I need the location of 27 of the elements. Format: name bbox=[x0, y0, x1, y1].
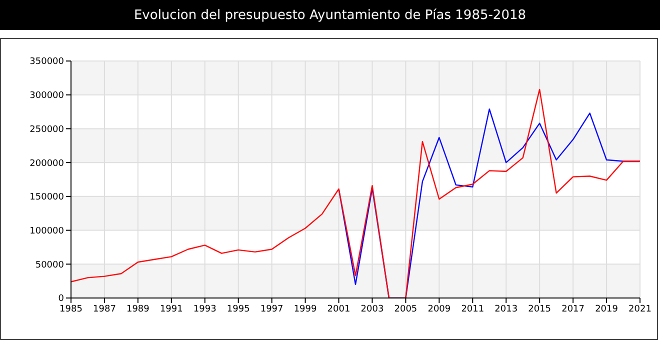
x-tick-label: 2017 bbox=[562, 304, 585, 314]
y-tick-label: 200000 bbox=[30, 158, 64, 169]
y-tick-label: 350000 bbox=[30, 57, 64, 68]
x-tick-label: 1993 bbox=[193, 304, 216, 314]
x-tick-label: 2003 bbox=[360, 304, 384, 314]
y-tick-label: 50000 bbox=[35, 260, 64, 270]
x-tick-label: 1987 bbox=[93, 304, 116, 314]
y-tick-label: 150000 bbox=[30, 192, 64, 203]
x-tick-label: 2021 bbox=[628, 304, 652, 314]
x-tick-label: 1991 bbox=[160, 304, 183, 314]
x-tick-label: 1997 bbox=[260, 304, 284, 314]
x-tick-label: 1999 bbox=[294, 304, 318, 314]
x-tick-label: 2019 bbox=[595, 304, 618, 314]
x-tick-label: 2009 bbox=[428, 304, 451, 314]
x-tick-label: 2001 bbox=[327, 304, 350, 314]
x-tick-label: 2015 bbox=[528, 304, 552, 314]
x-tick-label: 2011 bbox=[461, 304, 484, 314]
x-tick-label: 2005 bbox=[394, 304, 418, 314]
x-tick-label: 1989 bbox=[126, 304, 150, 314]
x-tick-label: 1985 bbox=[60, 304, 82, 314]
chart-title: Evolucion del presupuesto Ayuntamiento de Pías 1985-2018 bbox=[0, 0, 660, 30]
x-tick-label: 2013 bbox=[494, 304, 518, 314]
y-tick-label: 250000 bbox=[30, 124, 64, 135]
y-tick-label: 0 bbox=[58, 294, 64, 304]
y-tick-label: 300000 bbox=[30, 91, 64, 102]
y-tick-label: 100000 bbox=[30, 226, 64, 236]
x-tick-label: 1995 bbox=[226, 304, 250, 314]
